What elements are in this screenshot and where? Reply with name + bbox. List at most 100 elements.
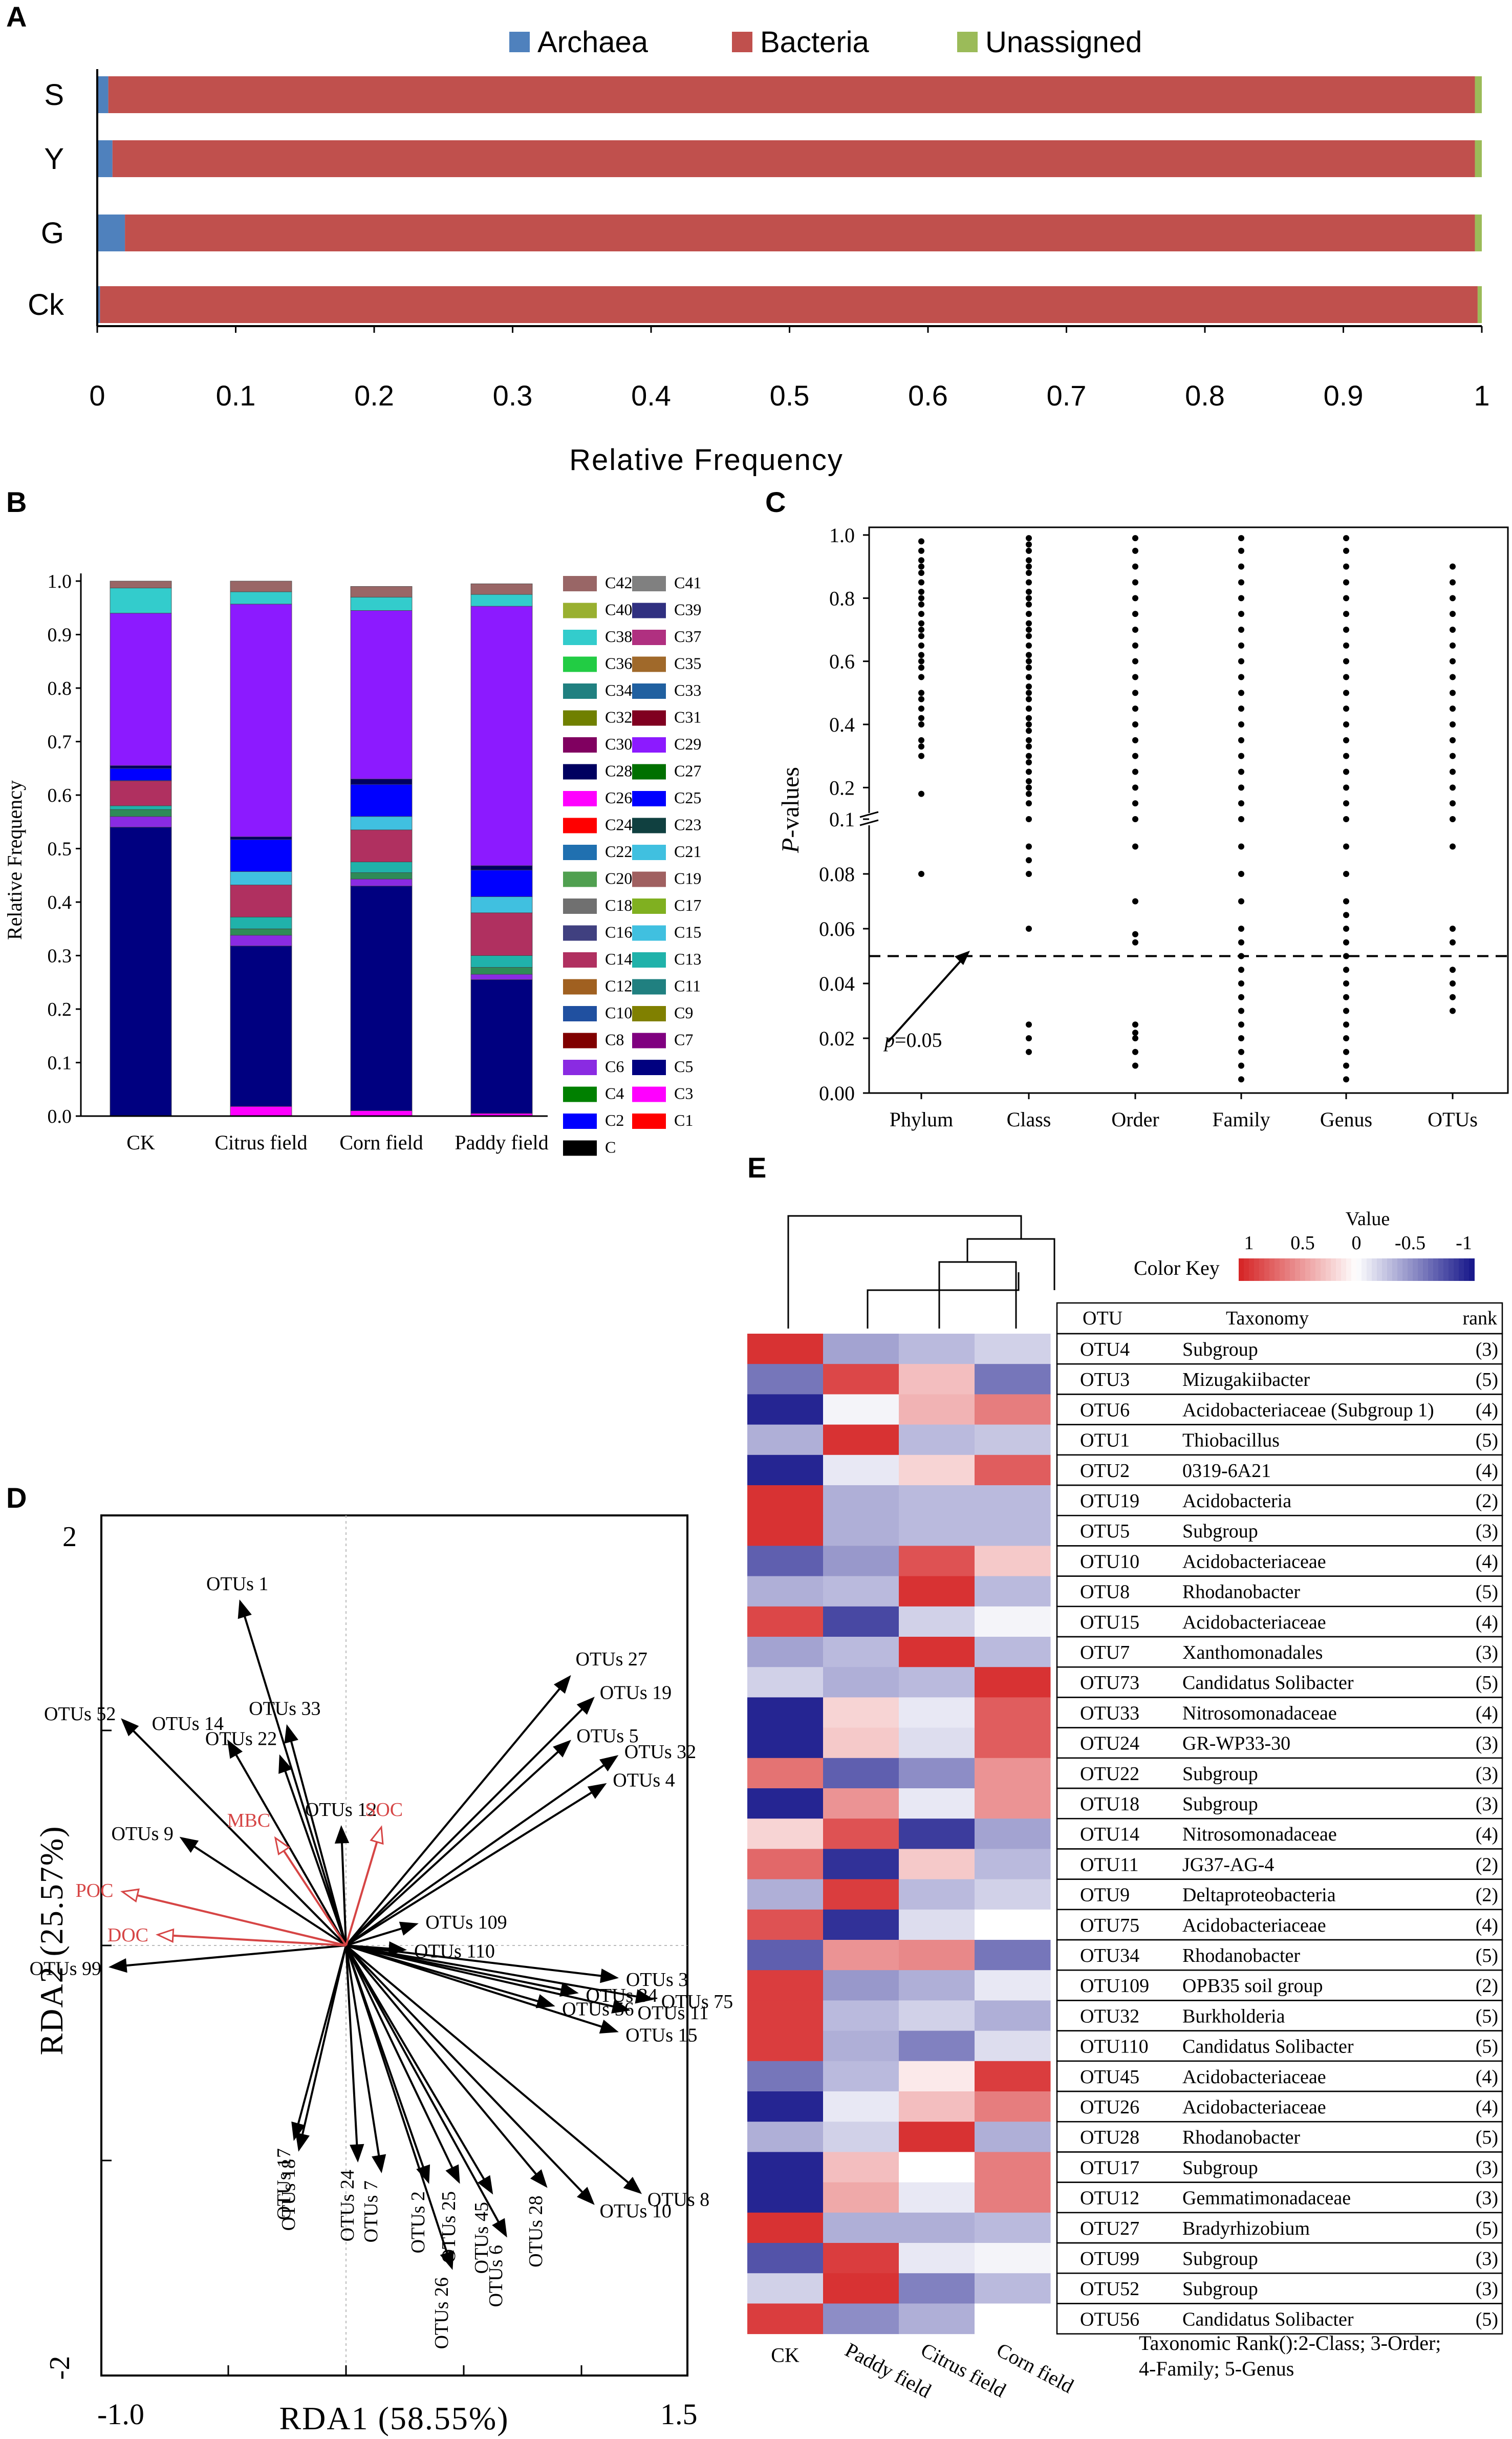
bar-segment-citrus-field-c9	[230, 928, 292, 936]
point-family	[1238, 595, 1244, 602]
bar-segment-citrus-field-c25	[230, 839, 292, 872]
heatmap-cell-otu24-ck	[747, 1727, 824, 1759]
table-cell-otu: OTU28	[1080, 2127, 1139, 2148]
color-key-ticks: 1 0.5 0 -0.5 -1	[1244, 1232, 1472, 1254]
panel-b: B Relative Frequency 0.00.10.20.30.40.50…	[3, 486, 701, 1157]
point-genus	[1343, 871, 1349, 877]
heatmap-cell-otu11-paddy-field	[823, 1849, 899, 1880]
point-class	[1026, 816, 1032, 822]
panel-a: A Archaea Bacteria Unassigned SY G Ck 0 0.1…	[6, 1, 1490, 477]
point-phylum	[918, 690, 924, 696]
legend-swatch-c15	[632, 925, 666, 941]
color-key-segment	[1239, 1258, 1244, 1281]
table-cell-rank: (5)	[1476, 1672, 1498, 1694]
bar-segment-paddy-field-c42	[470, 583, 533, 595]
point-order	[1132, 579, 1138, 586]
heatmap-cell-otu9-corn-field	[975, 1879, 1051, 1910]
heatmap-cell-otu3-corn-field	[975, 1364, 1051, 1395]
panel-e-taxonomy-table: OTU Taxonomy rank OTU4 Subgroup (3) OTU3 Mizuga…	[1056, 1302, 1503, 2335]
point-phylum	[918, 620, 924, 627]
otus-75-label: OTUs 75	[661, 1991, 733, 2013]
otus-109-label: OTUs 109	[425, 1912, 507, 1933]
point-phylum	[918, 589, 924, 595]
otus-27-vector	[345, 1687, 561, 1946]
otus-17-vector	[297, 1945, 347, 2125]
heatmap-cell-otu8-paddy-field	[823, 1576, 899, 1607]
heatmap-cell-otu24-citrus-field	[899, 1727, 975, 1759]
legend-swatch-c16	[563, 925, 597, 941]
otus-14-vector	[235, 1753, 347, 1946]
heatmap-cell-otu22-ck	[747, 1758, 824, 1789]
category-label-ck: Ck	[28, 288, 64, 322]
point-family	[1238, 658, 1244, 665]
bar-segment-corn-field-c15	[350, 816, 413, 830]
panel-c-threshold-arrow-head	[955, 951, 970, 965]
table-cell-rank: (5)	[1476, 2218, 1498, 2239]
point-otus	[1450, 737, 1456, 743]
heatmap-cell-otu45-ck	[747, 2061, 824, 2092]
point-family	[1238, 721, 1244, 728]
panel-d-x-tick-right: 1.5	[660, 2398, 698, 2431]
table-cell-rank: (3)	[1476, 1733, 1498, 1755]
y-tick-label: 0.7	[48, 732, 72, 753]
panel-a-label: A	[6, 1, 27, 33]
color-key-segment	[1254, 1258, 1260, 1281]
color-key-title: Color Key	[1134, 1256, 1220, 1279]
point-phylum	[918, 570, 924, 576]
legend-swatch-c3	[632, 1086, 666, 1102]
point-family	[1238, 939, 1244, 946]
point-order	[1132, 627, 1138, 633]
point-family	[1238, 768, 1244, 775]
heatmap-cell-otu109-citrus-field	[899, 1970, 975, 2001]
otus-33-arrowhead	[284, 1724, 298, 1744]
table-cell-rank: (3)	[1476, 2188, 1498, 2209]
table-cell-otu: OTU99	[1080, 2248, 1139, 2270]
point-family	[1238, 737, 1244, 743]
category-label-s: S	[44, 78, 64, 112]
bar-segment-corn-field-c6	[350, 879, 413, 887]
otus-4-label: OTUs 4	[613, 1769, 675, 1791]
point-otus	[1450, 980, 1456, 987]
otus-15-vector	[345, 1944, 603, 2028]
y-tick-label: 0.0	[48, 1106, 72, 1127]
heatmap-cell-otu110-citrus-field	[899, 2030, 975, 2062]
point-order	[1132, 753, 1138, 759]
heatmap-cell-otu27-citrus-field	[899, 2212, 975, 2243]
otus-17-label: OTUs 17	[273, 2148, 295, 2220]
otus-27-label: OTUs 27	[576, 1649, 647, 1670]
legend-swatch-c35	[632, 656, 666, 672]
color-key-segment	[1459, 1258, 1464, 1281]
point-genus	[1343, 705, 1349, 712]
panel-c-threshold-arrow	[887, 955, 966, 1043]
point-phylum	[918, 601, 924, 608]
panel-c-axis-break-mark-1	[859, 811, 879, 818]
point-genus	[1343, 784, 1349, 791]
table-cell-otu: OTU2	[1080, 1460, 1130, 1482]
table-cell-otu: OTU52	[1080, 2278, 1139, 2300]
point-class	[1026, 721, 1032, 728]
point-class	[1026, 753, 1032, 759]
category-label-citrus-field: Citrus field	[214, 1131, 307, 1154]
point-phylum	[918, 743, 924, 750]
heatmap-cell-otu12-paddy-field	[823, 2182, 899, 2213]
point-family	[1238, 843, 1244, 850]
point-genus	[1343, 721, 1349, 728]
point-genus	[1343, 579, 1349, 586]
point-class	[1026, 690, 1032, 696]
heatmap-cell-otu32-corn-field	[975, 2000, 1051, 2031]
heatmap-cell-otu12-citrus-field	[899, 2182, 975, 2213]
point-otus	[1450, 658, 1456, 665]
heatmap-cell-otu22-paddy-field	[823, 1758, 899, 1789]
y-tick-label: 0.4	[829, 713, 855, 736]
heatmap-cell-otu33-ck	[747, 1697, 824, 1728]
heatmap-cell-otu7-ck	[747, 1637, 824, 1667]
point-genus	[1343, 1035, 1349, 1041]
y-tick-label: 0.8	[829, 587, 855, 610]
legend-swatch-c12	[563, 979, 597, 995]
legend-swatch-c13	[632, 952, 666, 968]
point-phylum	[918, 547, 924, 554]
bar-segment-citrus-field-c28	[230, 837, 292, 840]
legend-label-c21: C21	[674, 842, 701, 861]
table-cell-taxonomy: Acidobacteria	[1182, 1490, 1291, 1512]
point-family	[1238, 784, 1244, 791]
